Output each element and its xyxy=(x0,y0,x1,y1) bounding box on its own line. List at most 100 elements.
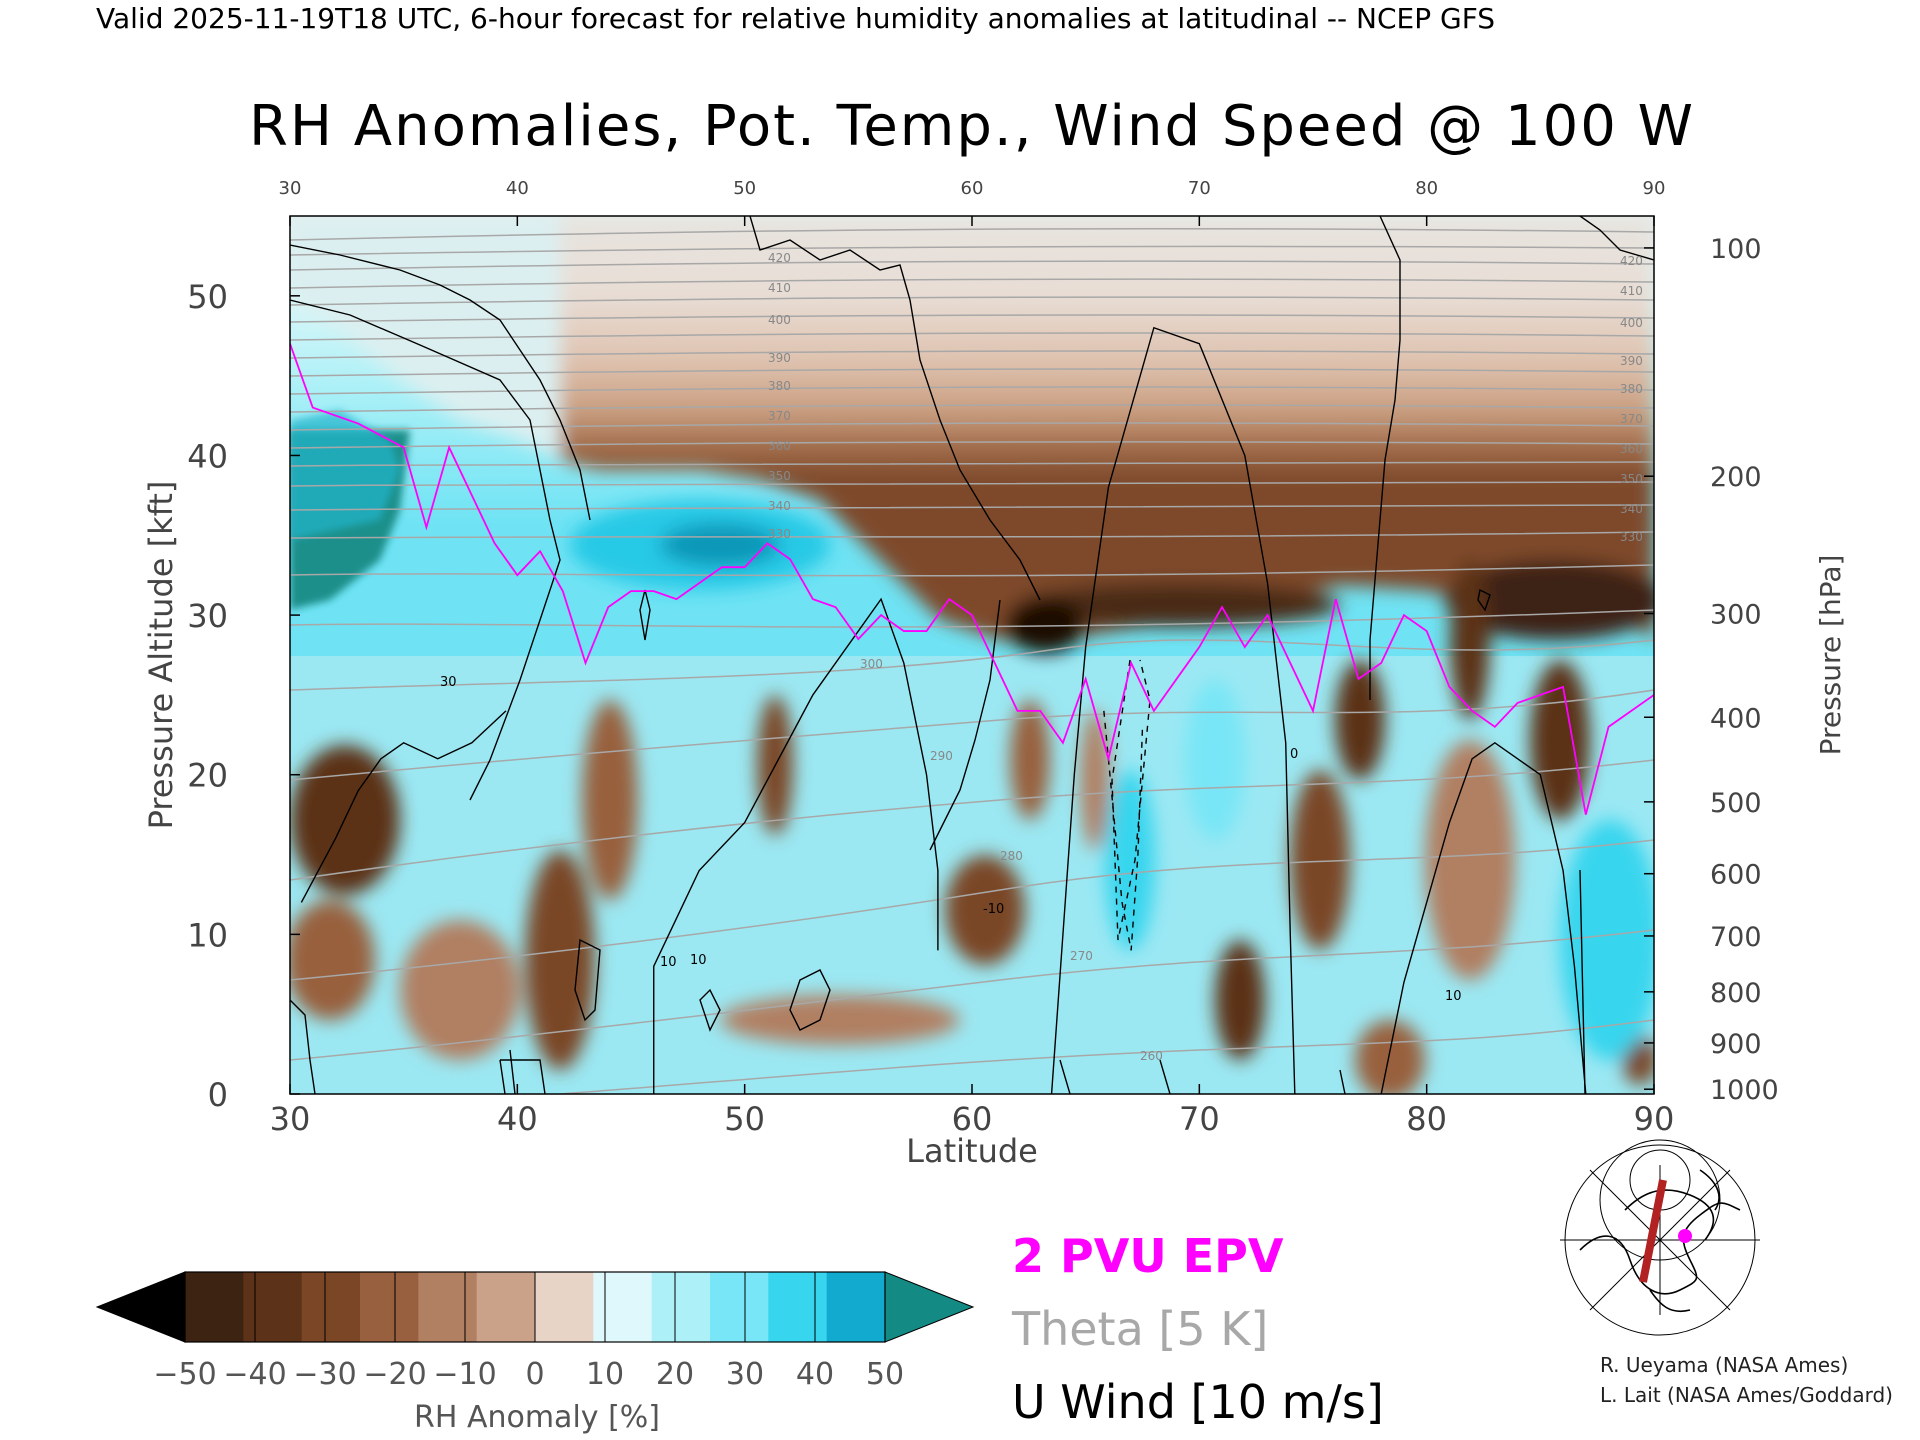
theta-label: 340 xyxy=(1620,502,1643,516)
y-tick-label: 40 xyxy=(187,437,228,475)
x-tick-label: 70 xyxy=(1179,1100,1220,1138)
u-wind-label: 10 xyxy=(660,955,677,970)
theta-label: 420 xyxy=(1620,254,1643,268)
theta-label: 330 xyxy=(1620,530,1643,544)
x-tick-label-top: 50 xyxy=(733,178,756,199)
theta-label: 420 xyxy=(768,251,791,265)
u-wind-label: -10 xyxy=(983,902,1004,917)
colorbar-tick-label: 0 xyxy=(525,1357,544,1392)
colorbar-segment xyxy=(185,1272,244,1342)
u-wind-contour-4 xyxy=(1103,710,1144,951)
colorbar-segment xyxy=(768,1272,828,1342)
theta-label: 370 xyxy=(768,409,791,423)
x-tick-label-top: 30 xyxy=(279,178,302,199)
rh-anomaly-field xyxy=(290,216,1654,1094)
y-tick-label: 30 xyxy=(187,597,228,635)
colorbar-segment xyxy=(651,1272,711,1342)
x-tick-label: 80 xyxy=(1406,1100,1447,1138)
theta-label: 400 xyxy=(1620,316,1643,330)
cross-section-track xyxy=(1639,1179,1667,1283)
u-wind-label: 0 xyxy=(1290,747,1298,762)
theta-label: 330 xyxy=(768,527,791,541)
epv-2pvu-polyline xyxy=(290,343,1654,815)
valid-time-header: Valid 2025-11-19T18 UTC, 6-hour forecast… xyxy=(96,2,1495,35)
axes: 3030404050506060707080809090010203040501… xyxy=(187,178,1778,1138)
colorbar-label: RH Anomaly [%] xyxy=(414,1400,660,1435)
colorbar-segment xyxy=(535,1272,594,1342)
legend-theta: Theta [5 K] xyxy=(1011,1302,1268,1356)
legend-u-wind: U Wind [10 m/s] xyxy=(1012,1375,1384,1429)
colorbar-segment xyxy=(826,1272,886,1342)
colorbar-over-arrow xyxy=(884,1271,975,1343)
theta-label: 380 xyxy=(768,379,791,393)
locator-map xyxy=(1560,1139,1760,1336)
colorbar-tick-label: −20 xyxy=(363,1357,426,1392)
svg-text:R. Ueyama (NASA Ames): R. Ueyama (NASA Ames) xyxy=(1600,1353,1848,1377)
x-tick-label: 40 xyxy=(497,1100,538,1138)
x-tick-label-top: 60 xyxy=(961,178,984,199)
theta-contours xyxy=(290,227,1654,1094)
theta-label: 380 xyxy=(1620,382,1643,396)
colorbar-tick-label: 10 xyxy=(586,1357,624,1392)
colorbar-segment xyxy=(418,1272,478,1342)
colorbar-segment xyxy=(476,1272,536,1342)
pressure-tick-label: 300 xyxy=(1710,599,1762,630)
y-tick-label: 50 xyxy=(187,278,228,316)
theta-label: 350 xyxy=(1620,472,1643,486)
colorbar-segment xyxy=(593,1272,653,1342)
theta-label: 340 xyxy=(768,499,791,513)
u-wind-background-contours xyxy=(290,216,1654,1094)
x-tick-label: 50 xyxy=(724,1100,765,1138)
x-tick-label-top: 90 xyxy=(1643,178,1666,199)
pressure-tick-label: 700 xyxy=(1710,922,1762,953)
y-axis-label-right: Pressure [hPa] xyxy=(1814,555,1847,756)
epv-2pvu-line xyxy=(290,343,1654,815)
x-tick-label: 60 xyxy=(952,1100,993,1138)
theta-label: 410 xyxy=(768,281,791,295)
colorbar-tick-label: −50 xyxy=(153,1357,216,1392)
theta-label: 360 xyxy=(768,439,791,453)
theta-label: 280 xyxy=(1000,849,1023,863)
theta-label: 410 xyxy=(1620,284,1643,298)
x-tick-label: 30 xyxy=(270,1100,311,1138)
colorbar-tick-label: 20 xyxy=(656,1357,694,1392)
y-axis-label-left: Pressure Altitude [kft] xyxy=(142,481,180,830)
theta-label: 350 xyxy=(768,469,791,483)
chart-title: RH Anomalies, Pot. Temp., Wind Speed @ 1… xyxy=(249,94,1695,159)
pressure-tick-label: 500 xyxy=(1710,788,1762,819)
pressure-tick-label: 800 xyxy=(1710,978,1762,1009)
pressure-tick-label: 200 xyxy=(1710,462,1762,493)
u-wind-label: 30 xyxy=(440,675,457,690)
u-wind-contour-1 xyxy=(1050,326,1296,1094)
pressure-tick-label: 600 xyxy=(1710,860,1762,891)
u-wind-contours xyxy=(300,326,1587,1094)
locator-point xyxy=(1678,1229,1692,1243)
theta-label: 260 xyxy=(1140,1049,1163,1063)
x-tick-label: 90 xyxy=(1634,1100,1675,1138)
u-wind-label: 10 xyxy=(1445,989,1462,1004)
theta-label: 370 xyxy=(1620,412,1643,426)
x-tick-label-top: 40 xyxy=(506,178,529,199)
colorbar: −50 −40 −30 −20 −10 0 10 20 30 40 50 xyxy=(95,1271,975,1392)
credits: R. Ueyama (NASA Ames) L. Lait (NASA Ames… xyxy=(1600,1353,1893,1407)
theta-label: 270 xyxy=(1070,949,1093,963)
u-wind-label: 10 xyxy=(690,953,707,968)
u-wind-labels: 10 30 0 -10 10 10 xyxy=(440,675,1462,1004)
theta-label: 360 xyxy=(1620,442,1643,456)
colorbar-tick-label: 30 xyxy=(726,1357,764,1392)
colorbar-segment xyxy=(360,1272,419,1342)
y-tick-label: 10 xyxy=(187,916,228,954)
colorbar-tick-label: 40 xyxy=(796,1357,834,1392)
x-axis-label: Latitude xyxy=(906,1132,1038,1170)
pressure-tick-label: 400 xyxy=(1710,703,1762,734)
colorbar-segment xyxy=(243,1272,303,1342)
colorbar-tick-label: 50 xyxy=(866,1357,904,1392)
x-tick-label-top: 80 xyxy=(1415,178,1438,199)
u-wind-negative-contour xyxy=(1111,659,1151,941)
colorbar-tick-label: −40 xyxy=(223,1357,286,1392)
legend-epv: 2 PVU EPV xyxy=(1012,1229,1284,1283)
colorbar-segment xyxy=(710,1272,769,1342)
theta-labels: 420 420 410 410 400 400 390 390 380 380 370 370 360 3… xyxy=(768,251,1643,1063)
